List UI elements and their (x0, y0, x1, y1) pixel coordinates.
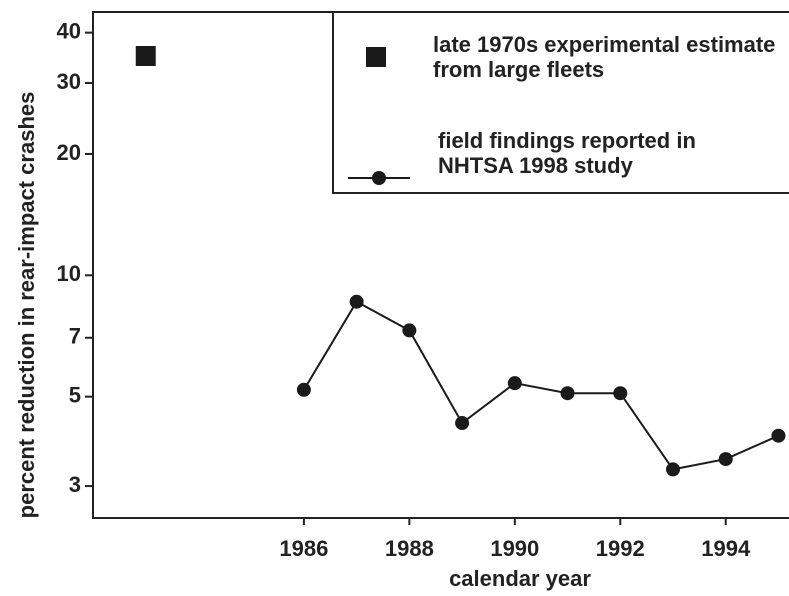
y-tick-label: 10 (57, 261, 81, 286)
data-point (560, 386, 575, 401)
data-point (507, 376, 522, 391)
data-point (613, 386, 628, 401)
data-point (718, 452, 733, 467)
data-point (666, 462, 680, 477)
data-point (402, 323, 417, 338)
x-tick-label: 1986 (279, 536, 328, 561)
legend-box (332, 11, 789, 194)
y-axis-label: percent reduction in rear-impact crashes (14, 92, 39, 519)
data-point (135, 45, 156, 66)
y-tick-label: 40 (57, 18, 81, 43)
data-point (771, 428, 786, 443)
legend-marker (366, 47, 386, 67)
y-tick-label: 7 (69, 324, 81, 349)
x-tick-label: 1988 (385, 536, 434, 561)
legend-label: field findings reported in NHTSA 1998 st… (438, 128, 696, 178)
legend-label: late 1970s experimental estimate from la… (433, 32, 776, 82)
data-point (455, 416, 470, 431)
y-tick-label: 30 (57, 69, 81, 94)
x-tick-label: 1994 (701, 536, 751, 561)
data-point (349, 294, 364, 309)
data-point (296, 382, 311, 397)
x-axis-label: calendar year (449, 566, 591, 591)
series-line (303, 300, 779, 471)
y-tick-label: 3 (69, 472, 81, 497)
x-tick-label: 1992 (596, 536, 645, 561)
x-tick-label: 1990 (490, 536, 539, 561)
y-tick-label: 5 (69, 382, 81, 407)
y-tick-label: 20 (57, 140, 81, 165)
legend-marker (372, 171, 386, 185)
